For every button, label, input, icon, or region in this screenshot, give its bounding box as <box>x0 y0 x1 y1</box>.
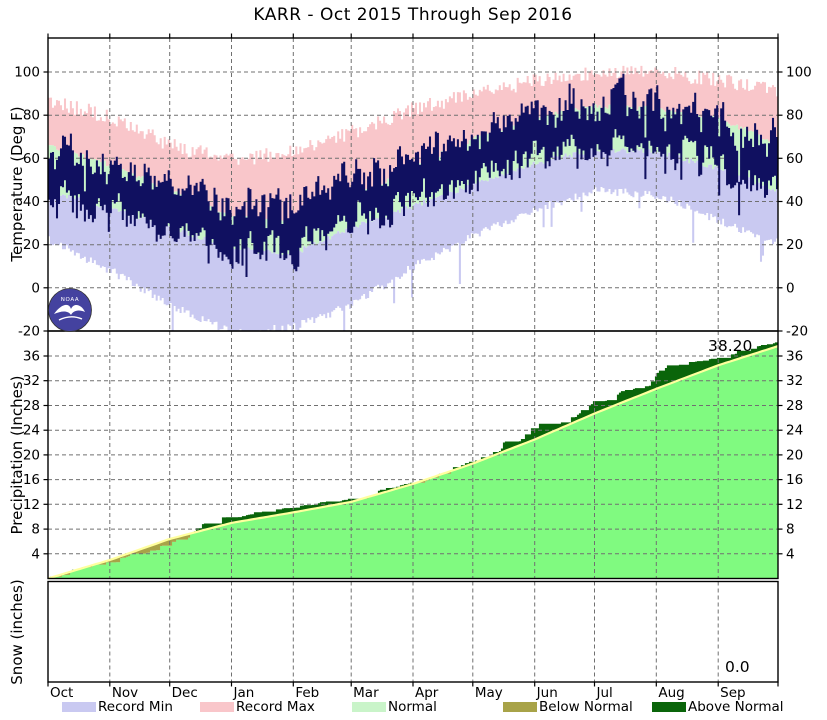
temp-tick-label-right: 60 <box>786 151 803 167</box>
precipitation-axis-label: Precipitation (Inches) <box>8 375 26 535</box>
temp-tick-label-left: 100 <box>14 65 40 81</box>
precip-tick-label-right: 4 <box>786 546 795 562</box>
temp-tick-label-left: 20 <box>23 237 40 253</box>
temp-tick-label-right: 40 <box>786 194 803 210</box>
temp-tick-label-left: 0 <box>31 280 40 296</box>
noaa-bird-icon <box>54 304 85 315</box>
precip-tick-label-left: 20 <box>23 447 40 463</box>
legend-item-above-normal: Above Normal <box>652 699 784 715</box>
legend-swatch <box>652 702 686 712</box>
temp-tick-label-left: 80 <box>23 108 40 124</box>
month-label: Nov <box>112 685 138 701</box>
temp-tick-label-right: 80 <box>786 108 803 124</box>
month-label: May <box>475 685 503 701</box>
record-min-band <box>47 148 779 331</box>
observed-temperature <box>47 73 779 277</box>
precip-tick-label-left: 12 <box>23 497 40 513</box>
month-label: Jul <box>596 685 613 701</box>
legend-item-record-max: Record Max <box>200 699 315 715</box>
month-label: Jun <box>536 685 558 701</box>
temperature-axis-label: Temperature (Deg F) <box>8 106 26 262</box>
temp-tick-label-right: -20 <box>786 324 808 340</box>
legend-label: Record Min <box>98 699 173 715</box>
temp-tick-label-right: 20 <box>786 237 803 253</box>
legend-item-normal: Normal <box>352 699 437 715</box>
axis-ticks <box>43 33 783 687</box>
precip-tick-label-left: 28 <box>23 398 40 414</box>
month-label: Sep <box>720 685 745 701</box>
temp-tick-label-left: 60 <box>23 151 40 167</box>
snow-total-value: 0.0 <box>725 658 750 676</box>
snow-axis-label: Snow (inches) <box>8 579 26 685</box>
month-label: Apr <box>415 685 439 701</box>
legend-swatch <box>352 702 386 712</box>
temp-tick-label-left: 40 <box>23 194 40 210</box>
legend-swatch <box>62 702 96 712</box>
temp-tick-label-left: -20 <box>18 324 40 340</box>
precip-tick-label-left: 24 <box>23 423 40 439</box>
temp-tick-label-right: 0 <box>786 280 795 296</box>
precip-tick-label-left: 16 <box>23 472 40 488</box>
legend-label: Normal <box>388 699 437 715</box>
precip-tick-label-right: 28 <box>786 398 803 414</box>
precip-tick-label-left: 8 <box>31 522 40 538</box>
precip-tick-label-right: 12 <box>786 497 803 513</box>
temp-tick-label-right: 100 <box>786 65 812 81</box>
precip-tick-label-right: 20 <box>786 447 803 463</box>
legend-label: Above Normal <box>688 699 784 715</box>
month-label: Mar <box>353 685 379 701</box>
noaa-wave-icon <box>58 316 83 321</box>
noaa-logo: NOAA <box>48 288 92 332</box>
legend-label: Below Normal <box>539 699 633 715</box>
legend-item-record-min: Record Min <box>62 699 173 715</box>
precip-tick-label-left: 36 <box>23 349 40 365</box>
normal-precip-line <box>47 345 779 580</box>
axis-labels: 100 100 80 80 60 60 40 40 20 20 0 0 -20 -20 36 36 32 32 28… <box>14 65 812 702</box>
precip-total-value: 38.20 <box>708 337 753 355</box>
precip-tick-label-right: 32 <box>786 373 803 389</box>
precip-tick-label-right: 24 <box>786 423 803 439</box>
observed-temperature-bars <box>47 73 779 277</box>
page-title: KARR - Oct 2015 Through Sep 2016 <box>253 5 573 25</box>
precip-tick-label-left: 4 <box>31 546 40 562</box>
legend: Record Min Record Max Normal Below Normal Ab… <box>0 699 827 717</box>
legend-swatch <box>200 702 234 712</box>
month-label: Aug <box>658 685 684 701</box>
normal-precip <box>47 345 779 580</box>
legend-swatch <box>503 702 537 712</box>
noaa-logo-text: NOAA <box>61 297 79 303</box>
precip-tick-label-right: 8 <box>786 522 795 538</box>
month-label: Dec <box>172 685 198 701</box>
legend-label: Record Max <box>236 699 315 715</box>
month-label: Oct <box>50 685 73 701</box>
legend-item-below-normal: Below Normal <box>503 699 633 715</box>
precip-tick-label-right: 36 <box>786 349 803 365</box>
gridlines <box>48 38 778 682</box>
precip-tick-label-right: 16 <box>786 472 803 488</box>
month-label: Jan <box>232 685 254 701</box>
month-label: Feb <box>295 685 319 701</box>
precip-tick-label-left: 32 <box>23 373 40 389</box>
